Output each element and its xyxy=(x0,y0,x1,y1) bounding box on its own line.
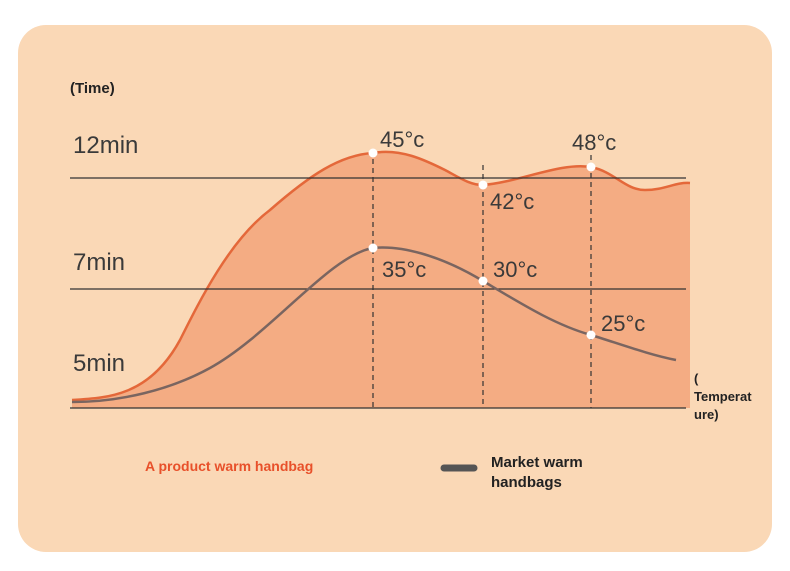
point xyxy=(478,276,488,286)
point xyxy=(368,243,378,253)
product-area xyxy=(72,151,690,408)
legend-market: handbags xyxy=(491,474,562,491)
legend-market: Market warm xyxy=(491,454,583,471)
dashed-guides xyxy=(372,150,592,408)
point-label: 30°c xyxy=(493,257,537,282)
point-label: 25°c xyxy=(601,311,645,336)
grid xyxy=(70,177,686,409)
point xyxy=(586,162,596,172)
x-axis-title: Temperat xyxy=(694,389,752,404)
x-axis-title: ure) xyxy=(694,407,719,422)
point-label: 35°c xyxy=(382,257,426,282)
points xyxy=(368,148,596,340)
point-label: 42°c xyxy=(490,189,534,214)
y-axis-title: (Time) xyxy=(70,80,115,97)
legend-product: A product warm handbag xyxy=(145,458,313,474)
y-label: 5min xyxy=(73,350,125,377)
point xyxy=(368,148,378,158)
y-label: 7min xyxy=(73,249,125,276)
x-axis-title: ( xyxy=(694,371,699,386)
y-label: 12min xyxy=(73,132,138,159)
point-label: 45°c xyxy=(380,127,424,152)
point xyxy=(586,330,596,340)
point-label: 48°c xyxy=(572,130,616,155)
point xyxy=(478,180,488,190)
